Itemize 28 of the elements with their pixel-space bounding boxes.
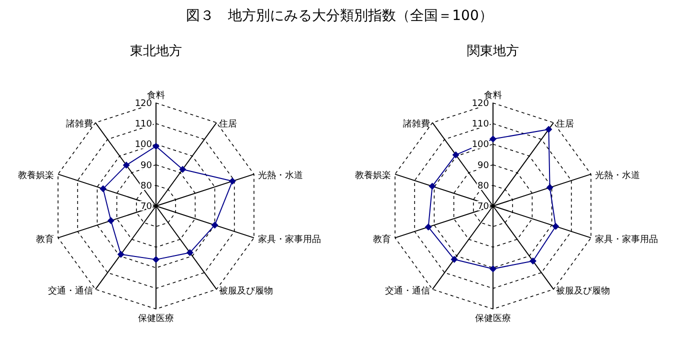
y-tick-label: 90 bbox=[140, 160, 152, 171]
spoke-label: 保健医療 bbox=[475, 313, 511, 324]
y-tick-label: 90 bbox=[478, 160, 490, 171]
y-tick-label: 120 bbox=[134, 99, 152, 109]
spoke-label: 教養娯楽 bbox=[18, 170, 54, 182]
chart-subtitle: 東北地方 bbox=[130, 43, 182, 59]
spoke-label: 住居 bbox=[556, 118, 574, 130]
y-tick-label: 110 bbox=[472, 120, 490, 130]
spoke-label: 教養娯楽 bbox=[355, 170, 392, 182]
spoke-label: 諸雑費 bbox=[403, 118, 430, 130]
spoke-label: 家具・家事用品 bbox=[594, 234, 658, 245]
spoke-label: 諸雑費 bbox=[66, 118, 94, 130]
spoke-label: 被服及び履物 bbox=[218, 285, 273, 296]
spoke-label: 教育 bbox=[36, 234, 54, 245]
spoke-label: 光熱・水道 bbox=[594, 170, 640, 182]
spoke-label: 被服及び履物 bbox=[556, 285, 610, 296]
spoke-label: 交通・通信 bbox=[48, 285, 94, 296]
spoke-label: 光熱・水道 bbox=[258, 170, 303, 182]
spoke-label: 教育 bbox=[373, 234, 392, 245]
y-tick-label: 120 bbox=[472, 99, 490, 109]
spoke-label: 交通・通信 bbox=[385, 285, 430, 296]
spoke-label: 家具・家事用品 bbox=[258, 234, 321, 245]
chart-title: 図３ 地方別にみる大分類別指数（全国＝100） bbox=[186, 8, 493, 24]
chart-subtitle: 関東地方 bbox=[467, 43, 519, 59]
y-tick-label: 100 bbox=[134, 140, 152, 150]
y-tick-label: 110 bbox=[134, 120, 152, 130]
spoke-label: 保健医療 bbox=[138, 313, 174, 324]
spoke-label: 住居 bbox=[218, 118, 237, 130]
